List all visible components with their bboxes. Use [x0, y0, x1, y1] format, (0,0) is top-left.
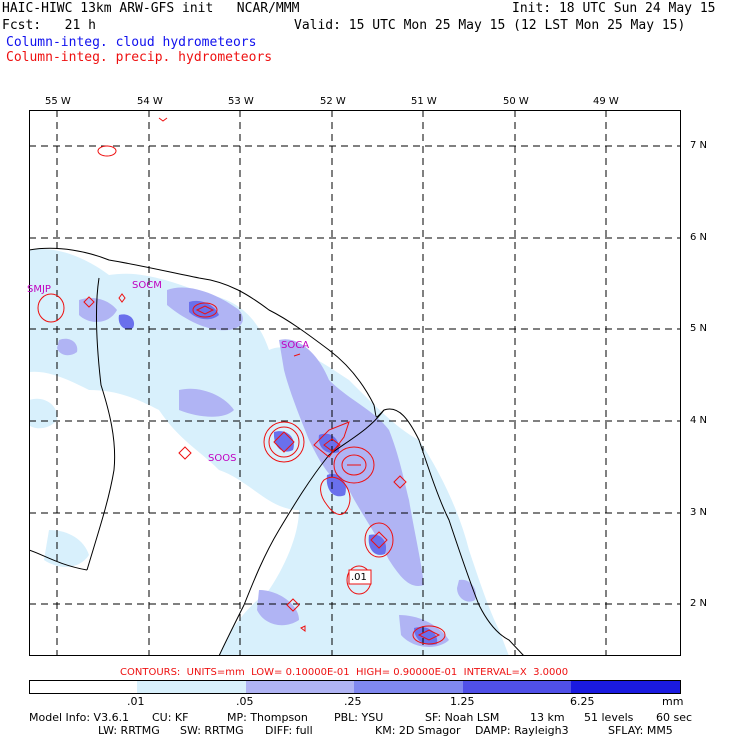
init-time: Init: 18 UTC Sun 24 May 15 — [512, 1, 716, 16]
lat-label-5n: 5 N — [690, 323, 708, 334]
model-info-damp: DAMP: Rayleigh3 — [475, 724, 569, 737]
lon-label-53w: 53 W — [228, 96, 254, 107]
station-soca: SOCA — [281, 340, 310, 351]
colorbar-tick-25: .25 — [344, 695, 362, 708]
model-info-sf: SF: Noah LSM — [425, 711, 500, 724]
lat-lon-grid — [29, 110, 681, 656]
colorbar-tick-05: .05 — [236, 695, 254, 708]
valid-time: Valid: 15 UTC Mon 25 May 15 (12 LST Mon … — [294, 18, 686, 33]
colorbar-tick-625: 6.25 — [570, 695, 595, 708]
forecast-hour: Fcst: 21 h — [2, 18, 96, 33]
lon-label-49w: 49 W — [593, 96, 619, 107]
colorbar-units: mm — [662, 695, 684, 708]
contours-caption: CONTOURS: UNITS=mm LOW= 0.10000E-01 HIGH… — [120, 667, 569, 678]
model-info-mp: MP: Thompson — [227, 711, 308, 724]
model-info-levels: 51 levels — [584, 711, 634, 724]
model-info-version: Model Info: V3.6.1 — [29, 711, 130, 724]
lat-label-7n: 7 N — [690, 140, 708, 151]
model-info-diff: DIFF: full — [265, 724, 313, 737]
precip-contours — [37, 117, 446, 645]
plot-title: HAIC-HIWC 13km ARW-GFS init NCAR/MMM — [2, 1, 300, 16]
colorbar-bin-2 — [246, 680, 354, 694]
lon-label-55w: 55 W — [45, 96, 71, 107]
lat-label-6n: 6 N — [690, 232, 708, 243]
model-info-pbl: PBL: YSU — [334, 711, 384, 724]
colorbar-bin-4 — [463, 680, 571, 694]
coastlines-and-borders — [29, 247, 525, 656]
model-info-km: KM: 2D Smagor — [375, 724, 461, 737]
model-info-sflay: SFLAY: MM5 — [608, 724, 673, 737]
model-info-cu: CU: KF — [152, 711, 189, 724]
cloud-field-dark — [118, 300, 438, 646]
colorbar-bin-3 — [354, 680, 463, 694]
map-frame — [29, 110, 681, 656]
forecast-map — [29, 110, 681, 656]
lon-label-50w: 50 W — [503, 96, 529, 107]
colorbar-tick-125: 1.25 — [450, 695, 475, 708]
lon-label-52w: 52 W — [320, 96, 346, 107]
lon-label-51w: 51 W — [411, 96, 437, 107]
colorbar — [29, 680, 681, 694]
colorbar-tick-01: .01 — [127, 695, 145, 708]
lat-label-2n: 2 N — [690, 598, 708, 609]
lat-label-4n: 4 N — [690, 415, 708, 426]
model-info-sw: SW: RRTMG — [180, 724, 244, 737]
lon-label-54w: 54 W — [137, 96, 163, 107]
colorbar-bin-5 — [571, 680, 681, 694]
cloud-field-legend: Column-integ. cloud hydrometeors — [6, 35, 257, 50]
colorbar-bin-1 — [137, 680, 246, 694]
colorbar-bin-0 — [29, 680, 137, 694]
model-info-timestep: 60 sec — [656, 711, 693, 724]
lat-label-3n: 3 N — [690, 507, 708, 518]
precip-field-legend: Column-integ. precip. hydrometeors — [6, 50, 273, 65]
station-smjp: SMJP — [27, 284, 51, 295]
contour-label: .01 — [351, 572, 367, 583]
contour-label-box — [348, 569, 372, 585]
model-info-lw: LW: RRTMG — [98, 724, 160, 737]
station-soos: SOOS — [208, 453, 237, 464]
model-info-resolution: 13 km — [530, 711, 565, 724]
station-socm: SOCM — [132, 280, 162, 291]
